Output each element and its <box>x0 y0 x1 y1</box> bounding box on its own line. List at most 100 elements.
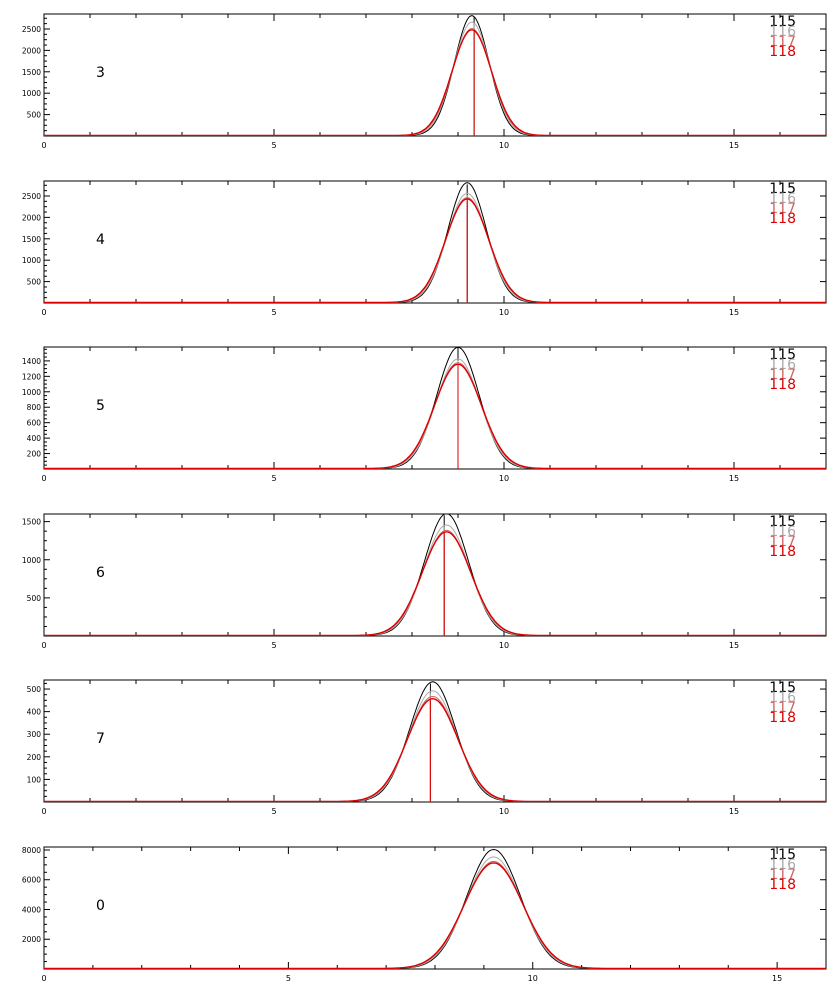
series-line-116 <box>44 192 826 303</box>
legend-entry-115: 115 <box>769 514 796 530</box>
y-tick-label: 2000 <box>22 46 41 55</box>
legend-entry-115: 115 <box>769 14 796 30</box>
x-tick-label: 15 <box>772 974 782 983</box>
x-tick-label: 10 <box>499 474 509 483</box>
y-tick-label: 300 <box>27 730 42 739</box>
series-line-117 <box>44 860 826 969</box>
series-line-116 <box>44 690 826 802</box>
y-tick-label: 2000 <box>22 935 41 944</box>
legend-entry-115: 115 <box>769 680 796 696</box>
y-tick-label: 1400 <box>22 357 41 366</box>
series-line-118 <box>44 363 826 469</box>
series-line-117 <box>44 362 826 469</box>
series-line-116 <box>44 856 826 969</box>
x-tick-label: 15 <box>729 308 739 317</box>
y-tick-label: 1500 <box>22 518 41 527</box>
series-group <box>44 514 826 636</box>
x-tick-label: 10 <box>528 974 538 983</box>
series-line-116 <box>44 358 826 469</box>
x-tick-label: 0 <box>41 308 46 317</box>
legend-entry-116: 116 <box>769 690 796 706</box>
legend-entry-118: 118 <box>769 877 796 893</box>
y-tick-label: 1000 <box>22 388 41 397</box>
series-line-117 <box>44 695 826 802</box>
plot-frame <box>43 513 827 637</box>
panel-label: 6 <box>96 565 105 581</box>
legend-entry-116: 116 <box>769 524 796 540</box>
y-tick-label: 2500 <box>22 192 41 201</box>
x-tick-label: 15 <box>729 807 739 816</box>
y-tick-label: 1000 <box>22 89 41 98</box>
panel-label: 3 <box>96 65 105 81</box>
x-tick-label: 0 <box>41 641 46 650</box>
series-line-117 <box>44 197 826 303</box>
panel-label: 0 <box>96 898 105 914</box>
legend-entry-118: 118 <box>769 544 796 560</box>
y-tick-label: 800 <box>27 403 42 412</box>
x-tick-label: 0 <box>41 474 46 483</box>
series-line-118 <box>44 531 826 636</box>
y-tick-label: 600 <box>27 419 42 428</box>
legend-entry-117: 117 <box>769 534 796 550</box>
legend-entry-118: 118 <box>769 44 796 60</box>
plot-frame <box>43 346 827 470</box>
legend-entry-117: 117 <box>769 867 796 883</box>
series-group <box>44 681 826 802</box>
panel-label: 7 <box>96 731 105 747</box>
series-group <box>44 347 826 469</box>
y-tick-label: 200 <box>27 450 42 459</box>
legend-entry-118: 118 <box>769 211 796 227</box>
legend-entry-115: 115 <box>769 181 796 197</box>
x-tick-label: 5 <box>271 474 276 483</box>
y-tick-label: 1500 <box>22 68 41 77</box>
series-line-118 <box>44 697 826 802</box>
y-tick-label: 200 <box>27 753 42 762</box>
y-tick-label: 8000 <box>22 846 41 855</box>
x-tick-label: 15 <box>729 641 739 650</box>
plot-frame <box>43 180 827 304</box>
y-tick-label: 2500 <box>22 25 41 34</box>
legend-entry-116: 116 <box>769 24 796 40</box>
series-line-117 <box>44 529 826 636</box>
x-tick-label: 0 <box>41 807 46 816</box>
legend-entry-115: 115 <box>769 347 796 363</box>
plot-frame <box>43 13 827 137</box>
x-tick-label: 0 <box>41 141 46 150</box>
y-tick-label: 2000 <box>22 213 41 222</box>
y-tick-label: 100 <box>27 775 42 784</box>
x-tick-label: 5 <box>271 141 276 150</box>
panel-label: 4 <box>96 232 105 248</box>
series-line-118 <box>44 29 826 136</box>
y-tick-label: 6000 <box>22 876 41 885</box>
panel-label: 5 <box>96 398 105 414</box>
series-line-115 <box>44 848 826 969</box>
y-tick-label: 500 <box>27 685 42 694</box>
x-tick-label: 15 <box>729 474 739 483</box>
legend-entry-118: 118 <box>769 377 796 393</box>
y-tick-label: 400 <box>27 708 42 717</box>
legend-entry-117: 117 <box>769 201 796 217</box>
series-line-115 <box>44 347 826 469</box>
legend-entry-117: 117 <box>769 700 796 716</box>
y-tick-label: 500 <box>27 111 42 120</box>
series-group <box>44 182 826 303</box>
x-tick-label: 10 <box>499 807 509 816</box>
x-tick-label: 0 <box>41 974 46 983</box>
series-group <box>44 848 826 969</box>
x-tick-label: 5 <box>271 308 276 317</box>
legend-entry-118: 118 <box>769 710 796 726</box>
legend-entry-117: 117 <box>769 367 796 383</box>
plot-frame <box>43 846 827 970</box>
plot-frame <box>43 679 827 803</box>
y-tick-label: 400 <box>27 434 42 443</box>
x-tick-label: 5 <box>271 641 276 650</box>
series-line-115 <box>44 514 826 636</box>
y-tick-label: 1200 <box>22 372 41 381</box>
legend-entry-117: 117 <box>769 34 796 50</box>
legend-entry-116: 116 <box>769 357 796 373</box>
x-tick-label: 15 <box>729 141 739 150</box>
